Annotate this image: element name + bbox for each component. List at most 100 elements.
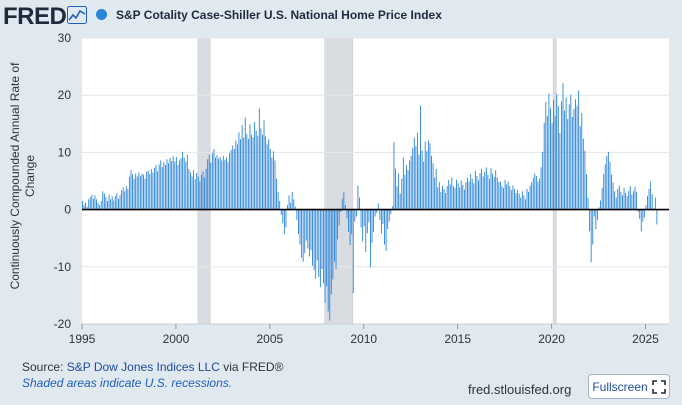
- series-bar: [351, 209, 353, 235]
- series-bar: [493, 176, 495, 210]
- series-bar: [526, 189, 528, 210]
- series-bar: [283, 209, 285, 235]
- series-bar: [496, 177, 498, 210]
- series-bar: [168, 163, 169, 210]
- series-bar: [401, 178, 403, 210]
- series-bar: [229, 152, 231, 210]
- source-line: Source: S&P Dow Jones Indices LLC via FR…: [22, 360, 283, 374]
- series-bar: [427, 140, 429, 210]
- series-bar: [346, 209, 348, 219]
- series-bar: [276, 178, 277, 210]
- series-bar: [410, 155, 412, 210]
- series-bar: [459, 187, 461, 210]
- source-prefix: Source:: [22, 360, 67, 374]
- series-bar: [343, 191, 345, 210]
- series-bar: [634, 186, 636, 210]
- series-bar: [125, 186, 127, 210]
- series-bar: [556, 94, 558, 210]
- series-bar: [291, 191, 293, 210]
- series-bar: [614, 191, 616, 210]
- series-bar: [380, 209, 382, 234]
- series-bar: [546, 115, 548, 210]
- series-bar: [396, 186, 398, 210]
- x-tick-label: 2000: [163, 332, 190, 346]
- series-bar: [124, 191, 126, 210]
- series-bar: [133, 178, 135, 210]
- site-url[interactable]: fred.stlouisfed.org: [468, 382, 572, 397]
- series-bar: [263, 120, 265, 210]
- series-bar: [643, 209, 645, 218]
- series-bar: [437, 187, 439, 210]
- series-bar: [471, 178, 473, 210]
- series-bar: [623, 187, 625, 210]
- series-bar: [456, 179, 457, 210]
- series-bar: [166, 159, 168, 210]
- series-bar: [338, 209, 340, 226]
- series-bar: [420, 105, 421, 210]
- series-bar: [509, 186, 511, 210]
- fred-logo[interactable]: FRED: [3, 3, 67, 30]
- series-bar: [376, 209, 378, 214]
- series-bar: [208, 154, 210, 210]
- source-link[interactable]: S&P Dow Jones Indices LLC: [66, 360, 220, 374]
- series-bar: [205, 168, 207, 210]
- series-bar: [388, 209, 390, 222]
- series-bar: [393, 142, 395, 210]
- series-bar: [366, 209, 368, 234]
- series-bar: [97, 202, 99, 210]
- series-bar: [374, 209, 376, 217]
- series-bar: [304, 209, 306, 254]
- series-bar: [161, 167, 163, 210]
- series-bar: [135, 173, 137, 210]
- fullscreen-button[interactable]: Fullscreen: [588, 374, 670, 399]
- series-bar: [247, 138, 249, 210]
- series-bar: [177, 164, 179, 210]
- series-bar: [227, 162, 229, 210]
- series-bar: [412, 147, 414, 210]
- series-bar: [307, 209, 309, 249]
- series-bar: [487, 174, 489, 210]
- series-bar: [520, 197, 522, 210]
- series-bar: [185, 161, 187, 210]
- source-via: via FRED®: [219, 360, 284, 374]
- series-bar: [557, 106, 559, 210]
- series-bar: [130, 170, 132, 210]
- series-bar: [193, 170, 195, 210]
- series-bar: [191, 176, 193, 210]
- series-bar: [243, 137, 245, 210]
- series-bar: [271, 157, 273, 210]
- series-bar: [647, 195, 648, 210]
- series-bar: [485, 167, 487, 210]
- series-bar: [370, 209, 371, 268]
- recession-note[interactable]: Shaded areas indicate U.S. recessions.: [22, 376, 233, 390]
- series-bar: [257, 135, 259, 210]
- series-bar: [174, 161, 176, 210]
- x-tick-label: 1995: [69, 332, 96, 346]
- series-bar: [334, 209, 335, 262]
- series-bar: [379, 209, 381, 220]
- series-bar: [282, 209, 284, 224]
- series-bar: [305, 209, 307, 241]
- series-bar: [607, 151, 609, 210]
- series-bar: [268, 139, 270, 210]
- series-bar: [222, 155, 224, 210]
- series-bar: [213, 148, 215, 210]
- series-bar: [128, 176, 130, 210]
- series-bar: [596, 209, 598, 220]
- series-bar: [506, 184, 508, 210]
- series-bar: [143, 174, 144, 210]
- series-bar: [238, 132, 240, 210]
- x-tick-label: 2005: [256, 332, 283, 346]
- series-bar: [592, 209, 594, 245]
- series-bar: [340, 209, 342, 212]
- series-bar: [219, 156, 221, 210]
- series-bar: [631, 194, 633, 210]
- series-bar: [387, 209, 389, 230]
- series-bar: [357, 185, 359, 210]
- series-bar: [179, 160, 180, 210]
- series-bar: [620, 191, 622, 210]
- series-bar: [431, 155, 432, 210]
- series-bar: [402, 157, 404, 210]
- series-bar: [529, 185, 531, 210]
- series-bar: [149, 174, 151, 210]
